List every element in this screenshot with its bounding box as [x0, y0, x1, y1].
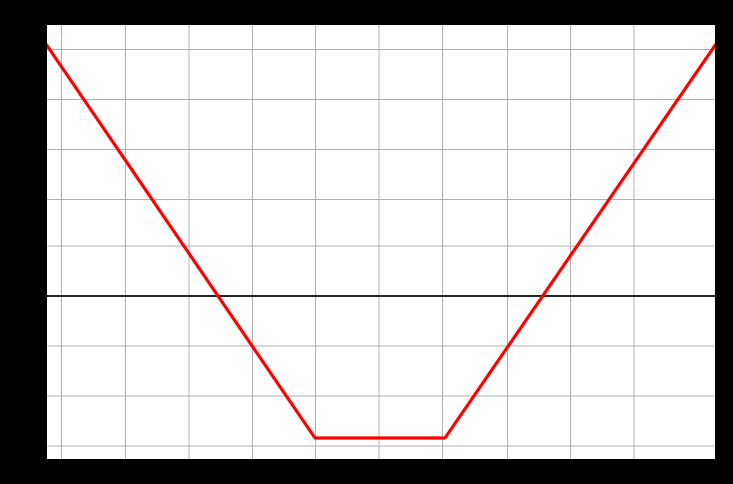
- plot-border: [46, 24, 716, 460]
- vertical-gridlines: [61, 24, 635, 460]
- chart-svg: [46, 24, 716, 460]
- series-line-piecewise-linear-curve: [46, 43, 716, 440]
- plot-area: [46, 24, 716, 460]
- horizontal-gridlines: [46, 49, 716, 447]
- plot-background: [46, 24, 716, 460]
